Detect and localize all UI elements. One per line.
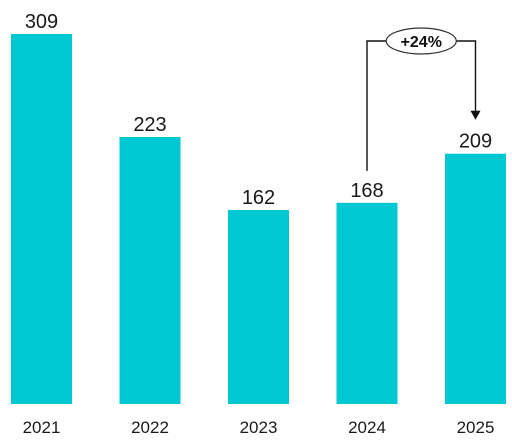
x-tick-label-2025: 2025 [457, 418, 495, 437]
x-tick-label-2021: 2021 [23, 418, 61, 437]
callout-arrowhead [470, 110, 481, 120]
bar-2023 [228, 210, 289, 404]
bar-2024 [336, 202, 398, 404]
value-label-2025: 209 [459, 131, 492, 153]
value-label-2022: 223 [133, 114, 166, 136]
bar-2021 [11, 34, 72, 404]
x-tick-label-2023: 2023 [240, 418, 278, 437]
bars-layer [11, 34, 506, 404]
value-label-2023: 162 [242, 187, 275, 209]
value-label-2021: 309 [25, 11, 58, 33]
callout-ellipse [385, 27, 457, 55]
growth-callout: +24% [366, 27, 481, 171]
x-tick-label-2022: 2022 [131, 418, 169, 437]
x-tick-label-2024: 2024 [348, 418, 386, 437]
callout-growth-label: +24% [401, 34, 442, 51]
value-label-2024: 168 [350, 180, 383, 202]
bar-2022 [119, 136, 181, 404]
value-labels-layer: 309 223 162 168 209 [25, 11, 492, 209]
x-tick-labels-layer: 2021 2022 2023 2024 2025 [23, 418, 495, 437]
bar-2025 [445, 153, 506, 404]
